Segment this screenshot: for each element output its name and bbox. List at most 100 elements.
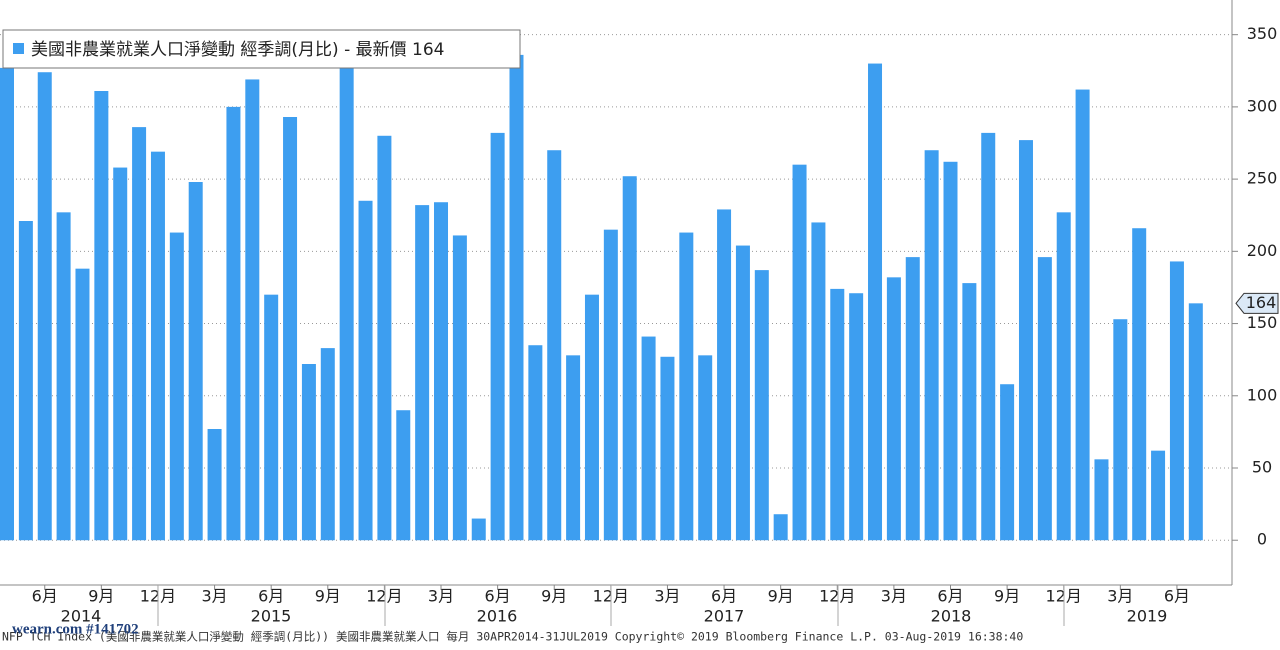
bar (56, 212, 71, 541)
x-tick-label: 3月 (654, 587, 680, 606)
x-tick-label: 6月 (937, 587, 963, 606)
bar (396, 410, 411, 541)
bar (622, 176, 637, 541)
bar (811, 222, 826, 541)
bar (37, 72, 52, 541)
bar (1075, 89, 1090, 541)
bar (679, 232, 694, 541)
watermark: wearn.com #141702 (12, 621, 139, 637)
bar (1169, 261, 1184, 541)
x-tick-label: 3月 (881, 587, 907, 606)
y-tick-label: 200 (1247, 241, 1278, 260)
legend-swatch (13, 43, 24, 54)
bar (547, 150, 562, 541)
x-tick-label: 6月 (258, 587, 284, 606)
bar (301, 364, 316, 541)
year-label: 2019 (1127, 607, 1168, 626)
x-tick-label: 6月 (1164, 587, 1190, 606)
bar (1094, 459, 1109, 541)
bar (245, 79, 260, 541)
bar (1151, 450, 1166, 541)
bar (566, 355, 581, 541)
x-tick-label: 6月 (485, 587, 511, 606)
bar (1056, 212, 1071, 541)
bar (1037, 257, 1052, 541)
x-tick-label: 12月 (366, 587, 402, 606)
bar (207, 429, 222, 541)
bar (924, 150, 939, 541)
x-tick-label: 3月 (201, 587, 227, 606)
bar (415, 205, 430, 541)
legend: 美國非農業就業人口淨變動 經季調(月比) - 最新價 164 (2, 29, 521, 69)
year-label: 2014 (61, 607, 102, 626)
bar (1018, 140, 1033, 541)
y-tick-label: 350 (1247, 24, 1278, 43)
bar (868, 63, 883, 541)
bar (717, 209, 732, 541)
x-tick-label: 3月 (1107, 587, 1133, 606)
y-tick-label: 50 (1252, 458, 1272, 477)
bar (0, 67, 14, 541)
last-price-label: 164 (1246, 293, 1277, 312)
x-tick-label: 9月 (315, 587, 341, 606)
last-price-tag (1235, 292, 1279, 314)
bar (1188, 303, 1203, 541)
y-tick-label: 250 (1247, 169, 1278, 188)
year-label: 2017 (704, 607, 745, 626)
bar (452, 235, 467, 541)
bar (1113, 319, 1128, 541)
bar (943, 161, 958, 541)
bar (150, 151, 165, 541)
bar (660, 356, 675, 541)
bar (75, 268, 90, 541)
bar (188, 182, 203, 541)
bar (226, 106, 241, 541)
bar (509, 54, 524, 541)
legend-box (2, 29, 521, 69)
bar (169, 232, 184, 541)
bar (981, 132, 996, 541)
y-tick-label: 150 (1247, 313, 1278, 332)
year-label: 2016 (477, 607, 518, 626)
bar (792, 164, 807, 541)
x-tick-label: 9月 (88, 587, 114, 606)
bar (849, 293, 864, 541)
bar (698, 355, 713, 541)
year-label: 2015 (251, 607, 292, 626)
bar (18, 221, 33, 541)
bar (735, 245, 750, 541)
bar (830, 288, 845, 541)
bar (1000, 384, 1015, 541)
bar (339, 50, 354, 541)
x-tick-label: 9月 (994, 587, 1020, 606)
bar (358, 200, 373, 541)
y-tick-label: 0 (1257, 530, 1267, 549)
footer: NFP TCH Index (美國非農業就業人口淨變動 經季調(月比)) 美國非… (2, 630, 1023, 644)
bar (1132, 228, 1147, 541)
bar (905, 257, 920, 541)
bar (471, 518, 486, 541)
bar (377, 135, 392, 541)
bar (754, 270, 769, 541)
year-label: 2018 (931, 607, 972, 626)
x-tick-label: 6月 (711, 587, 737, 606)
bar (584, 294, 599, 541)
x-tick-label: 3月 (428, 587, 454, 606)
bar (320, 348, 335, 541)
bar (264, 294, 279, 541)
bar (434, 202, 449, 541)
bar (641, 336, 656, 541)
bar (132, 127, 147, 541)
bar (283, 117, 298, 541)
y-tick-label: 100 (1247, 385, 1278, 404)
bar (962, 283, 977, 541)
bar (528, 345, 543, 541)
x-tick-label: 6月 (32, 587, 58, 606)
bar (886, 277, 901, 541)
bar (113, 167, 128, 541)
bar (490, 132, 505, 541)
y-tick-label: 300 (1247, 96, 1278, 115)
legend-label: 美國非農業就業人口淨變動 經季調(月比) - 最新價 164 (31, 40, 444, 60)
x-tick-label: 12月 (819, 587, 855, 606)
